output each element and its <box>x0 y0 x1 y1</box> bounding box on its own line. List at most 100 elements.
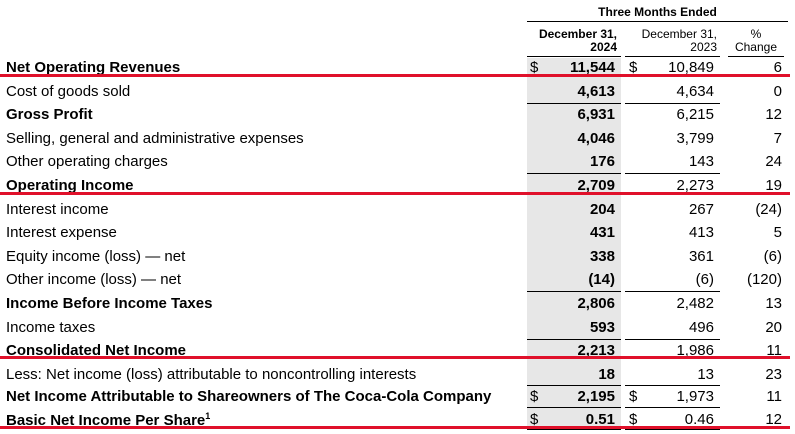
table-row: Income taxes 593 496 20 <box>0 316 795 340</box>
value-2024: 204 <box>589 200 615 218</box>
row-label: Basic Net Income Per Share1 <box>6 411 211 429</box>
column-header-2023: December 31, 2023 <box>641 27 717 54</box>
highlight-underline <box>0 356 790 359</box>
table-row: Selling, general and administrative expe… <box>0 127 795 151</box>
row-label: Net Income Attributable to Shareowners o… <box>6 388 492 406</box>
value-2024: 18 <box>598 365 615 383</box>
column-header-rule-1 <box>527 56 621 57</box>
row-label: Income Before Income Taxes <box>6 295 213 312</box>
value-change: 5 <box>773 224 782 242</box>
value-2023: 3,799 <box>676 129 714 147</box>
value-change: 11 <box>766 342 782 360</box>
value-change: 11 <box>766 388 782 406</box>
table-row: Net Income Attributable to Shareowners o… <box>0 385 795 409</box>
value-2024: 2,195 <box>577 388 615 406</box>
subtotal-rule <box>527 173 621 175</box>
table-row: Gross Profit 6,931 6,215 12 <box>0 103 795 127</box>
column-header-rule-2 <box>625 56 720 57</box>
subtotal-rule <box>527 338 621 340</box>
value-2024: 2,709 <box>577 177 615 194</box>
period-header-rule <box>527 21 788 22</box>
value-2023: 143 <box>688 153 714 171</box>
value-2023: 6,215 <box>676 106 714 124</box>
value-change: 19 <box>765 177 782 194</box>
value-2023: 2,273 <box>676 177 714 194</box>
table-row: Other income (loss) — net (14) (6) (120) <box>0 268 795 292</box>
column-header-change: % Change <box>734 27 778 54</box>
currency-symbol: $ <box>629 388 638 406</box>
total-rule <box>527 429 621 430</box>
row-label: Other operating charges <box>6 153 168 171</box>
value-change: 0 <box>773 82 782 100</box>
value-2024: 431 <box>589 224 615 242</box>
total-rule <box>625 407 720 409</box>
value-change: 7 <box>773 129 782 147</box>
value-2024: 4,046 <box>577 129 615 147</box>
table-row: Operating Income 2,709 2,273 19 <box>0 174 795 198</box>
value-2023: 413 <box>688 224 714 242</box>
value-2024: 0.51 <box>585 411 615 428</box>
value-change: 20 <box>765 318 782 336</box>
subtotal-rule <box>625 338 720 340</box>
highlight-underline <box>0 426 790 429</box>
currency-symbol: $ <box>629 411 638 428</box>
currency-symbol: $ <box>530 411 539 428</box>
value-2024: 593 <box>589 318 615 336</box>
currency-symbol: $ <box>530 59 539 76</box>
value-2024: 2,806 <box>577 295 615 312</box>
currency-symbol: $ <box>629 59 638 76</box>
value-2023: 361 <box>688 247 714 265</box>
value-2023: 4,634 <box>676 82 714 100</box>
subtotal-rule <box>527 102 621 104</box>
value-2023: 0.46 <box>684 411 714 428</box>
table-row: Income Before Income Taxes 2,806 2,482 1… <box>0 292 795 316</box>
value-2024: 6,931 <box>577 106 615 124</box>
table-row: Cost of goods sold 4,613 4,634 0 <box>0 80 795 104</box>
column-header-2024: December 31, 2024 <box>538 27 617 54</box>
value-2023: 2,482 <box>676 295 714 312</box>
period-header: Three Months Ended <box>598 5 717 19</box>
row-label: Selling, general and administrative expe… <box>6 129 304 147</box>
footnote-marker: 1 <box>205 411 211 421</box>
value-change: 12 <box>765 411 782 428</box>
value-2023: 267 <box>688 200 714 218</box>
row-label: Less: Net income (loss) attributable to … <box>6 365 417 383</box>
table-row: Interest expense 431 413 5 <box>0 221 795 245</box>
row-label: Other income (loss) — net <box>6 271 182 289</box>
table-row: Other operating charges 176 143 24 <box>0 150 795 174</box>
subtotal-rule <box>527 384 621 386</box>
value-2023: 10,849 <box>668 59 714 76</box>
value-change: 23 <box>765 365 782 383</box>
current-period-column-shade <box>527 58 621 428</box>
value-2024: 338 <box>589 247 615 265</box>
total-rule <box>625 429 720 430</box>
row-label: Net Operating Revenues <box>6 59 181 76</box>
subtotal-rule <box>625 102 720 104</box>
row-label: Interest income <box>6 200 109 218</box>
value-2024: 11,544 <box>569 59 615 76</box>
value-change: (120) <box>746 271 782 289</box>
column-header-rule-3 <box>728 56 784 57</box>
subtotal-rule <box>625 291 720 293</box>
table-row: Basic Net Income Per Share1 $ 0.51 $ 0.4… <box>0 408 795 432</box>
value-change: 24 <box>765 153 782 171</box>
total-rule <box>527 407 621 409</box>
value-2024: 4,613 <box>577 82 615 100</box>
value-2024: (14) <box>588 271 615 289</box>
value-2023: 1,986 <box>676 342 714 360</box>
subtotal-rule <box>625 173 720 175</box>
subtotal-rule <box>625 384 720 386</box>
currency-symbol: $ <box>530 388 539 406</box>
highlight-underline <box>0 192 790 195</box>
row-label: Consolidated Net Income <box>6 342 187 360</box>
value-change: (6) <box>763 247 782 265</box>
value-2023: 1,973 <box>676 388 714 406</box>
value-2024: 2,213 <box>577 342 615 360</box>
row-label: Income taxes <box>6 318 96 336</box>
table-row: Net Operating Revenues $ 11,544 $ 10,849… <box>0 56 795 80</box>
value-2024: 176 <box>589 153 615 171</box>
table-row: Consolidated Net Income 2,213 1,986 11 <box>0 339 795 363</box>
row-label: Interest expense <box>6 224 117 242</box>
row-label: Cost of goods sold <box>6 82 131 100</box>
value-2023: 496 <box>688 318 714 336</box>
